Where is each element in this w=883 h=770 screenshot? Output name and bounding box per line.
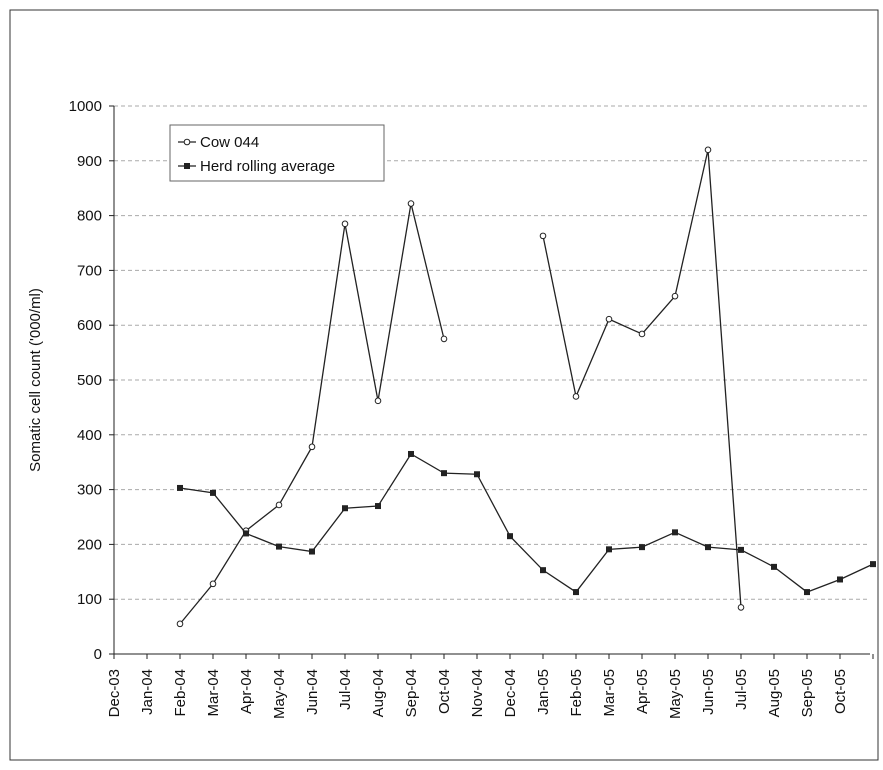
frame xyxy=(9,9,879,761)
point xyxy=(606,546,612,553)
x-tick-label: Feb-04 xyxy=(172,669,189,717)
series-line xyxy=(179,453,874,593)
point xyxy=(540,567,546,574)
x-tick-label: Jan-04 xyxy=(139,669,156,715)
x-tick-label: Jun-05 xyxy=(700,669,717,715)
legend-label: Herd rolling average xyxy=(200,158,335,175)
point xyxy=(507,533,513,540)
x-tick-label: Feb-05 xyxy=(568,669,585,717)
point xyxy=(671,292,679,300)
x-tick-label: Sep-04 xyxy=(403,669,420,717)
x-tick-label: May-04 xyxy=(271,669,288,719)
x-tick-label: Jul-05 xyxy=(733,669,750,710)
x-tick-label: Apr-05 xyxy=(634,669,651,714)
point xyxy=(639,544,645,551)
y-tick-label: 100 xyxy=(77,591,102,608)
point xyxy=(243,530,249,537)
y-tick-label: 400 xyxy=(77,427,102,444)
point xyxy=(705,544,711,551)
x-tick-label: Oct-05 xyxy=(832,669,849,714)
y-tick-label: 1000 xyxy=(69,98,102,115)
point xyxy=(176,620,184,628)
y-tick-label: 300 xyxy=(77,482,102,499)
legend-label: Cow 044 xyxy=(200,134,259,151)
point xyxy=(870,561,876,568)
legend-marker xyxy=(184,163,190,169)
y-tick-label: 500 xyxy=(77,372,102,389)
x-tick-label: Oct-04 xyxy=(436,669,453,714)
point xyxy=(837,576,843,583)
x-tick-label: Dec-04 xyxy=(502,669,519,717)
point xyxy=(209,580,217,588)
point xyxy=(342,505,348,512)
point xyxy=(572,393,580,400)
y-tick-label: 0 xyxy=(94,646,102,663)
point xyxy=(177,484,183,491)
y-tick-label: 800 xyxy=(77,208,102,225)
x-tick-label: May-05 xyxy=(667,669,684,719)
y-axis-label: Somatic cell count ('000/ml) xyxy=(27,288,44,472)
x-tick-label: Apr-04 xyxy=(238,669,255,714)
point xyxy=(638,330,646,338)
point xyxy=(276,543,282,550)
point xyxy=(738,546,744,553)
point xyxy=(804,589,810,596)
legend-box xyxy=(169,124,385,182)
point xyxy=(308,443,316,451)
x-tick-label: Jan-05 xyxy=(535,669,552,715)
x-tick-label: Aug-05 xyxy=(766,669,783,717)
point xyxy=(672,529,678,536)
point xyxy=(375,503,381,510)
y-tick-label: 600 xyxy=(77,317,102,334)
point xyxy=(408,450,414,457)
point xyxy=(539,232,547,240)
y-tick-label: 200 xyxy=(77,536,102,553)
point xyxy=(210,489,216,496)
point xyxy=(441,470,447,477)
point xyxy=(737,604,745,611)
point xyxy=(275,501,283,509)
legend-marker xyxy=(183,138,191,146)
point xyxy=(309,548,315,555)
point xyxy=(341,220,349,228)
x-tick-label: Aug-04 xyxy=(370,669,387,717)
point xyxy=(374,397,382,405)
x-tick-label: Mar-04 xyxy=(205,669,222,717)
series-line xyxy=(179,149,742,625)
x-tick-label: Mar-05 xyxy=(601,669,618,717)
point xyxy=(704,146,712,154)
y-tick-label: 700 xyxy=(77,262,102,279)
x-tick-label: Jul-04 xyxy=(337,669,354,710)
x-tick-label: Jun-04 xyxy=(304,669,321,715)
point xyxy=(573,589,579,596)
point xyxy=(771,563,777,570)
point xyxy=(440,335,448,343)
x-tick-label: Dec-03 xyxy=(106,669,123,717)
x-tick-label: Sep-05 xyxy=(799,669,816,717)
point xyxy=(605,315,613,323)
x-tick-label: Nov-04 xyxy=(469,669,486,717)
point xyxy=(407,200,415,207)
point xyxy=(474,471,480,478)
y-tick-label: 900 xyxy=(77,153,102,170)
